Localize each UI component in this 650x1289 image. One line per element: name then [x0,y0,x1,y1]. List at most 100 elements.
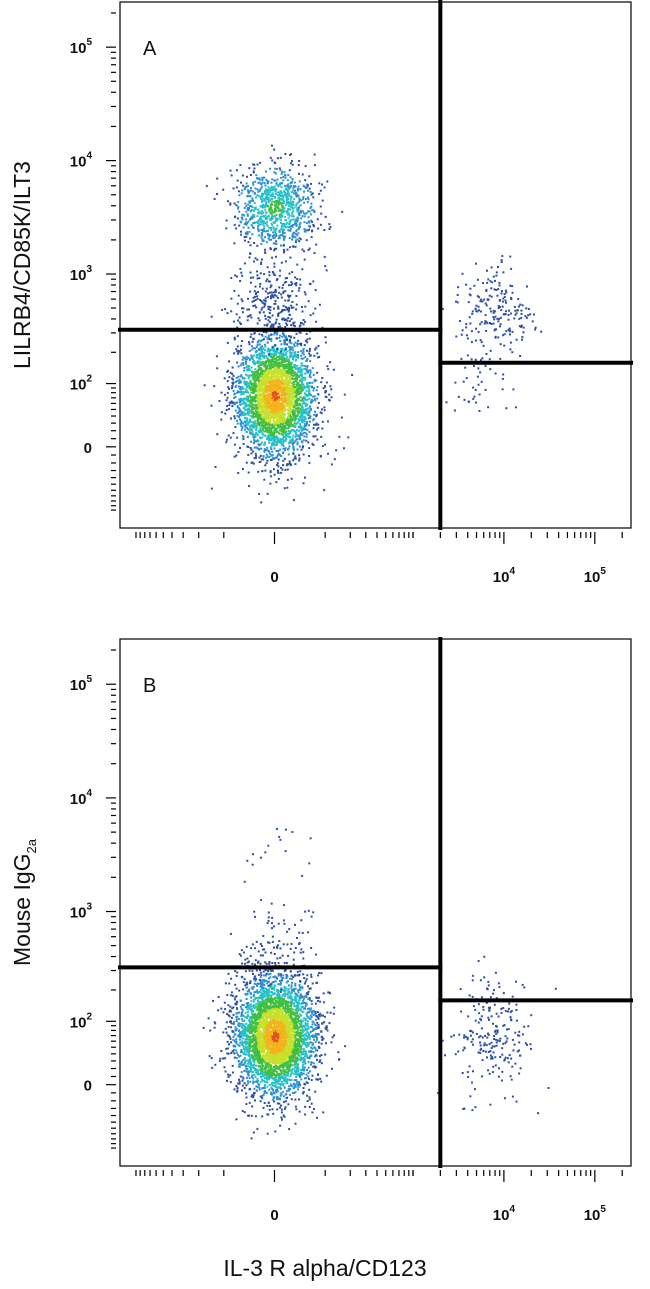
event-dot [277,385,280,388]
event-dot [260,421,263,424]
event-dot [309,190,312,193]
event-dot [240,393,243,396]
event-dot [245,366,248,369]
event-dot [280,225,283,228]
event-dot [246,175,248,178]
event-dot [276,424,279,427]
event-dot [285,187,288,190]
event-dot [493,318,496,321]
event-dot [263,198,266,201]
event-dot [297,357,300,359]
event-dot [257,403,260,406]
event-dot [282,200,285,203]
event-dot [275,183,278,186]
event-dot [303,185,306,188]
event-dot [328,223,331,226]
event-dot [293,198,296,201]
event-dot [277,409,280,412]
event-dot [325,396,328,398]
event-dot [241,427,244,429]
event-dot [290,416,293,419]
event-dot [251,383,254,386]
event-dot [301,382,304,385]
event-dot [293,181,296,184]
event-dot [280,444,283,447]
event-dot [252,260,255,263]
event-dot [237,351,240,354]
event-dot [273,367,276,370]
event-dot [237,217,239,220]
event-dot [264,419,267,422]
event-dot [261,199,264,202]
event-dot [270,412,273,415]
event-dot [265,230,268,233]
event-dot [240,271,243,274]
event-dot [282,371,285,374]
event-dot [319,454,322,457]
y-tick-label-base: 0 [84,440,92,457]
event-dot [303,221,306,224]
event-dot [292,215,295,218]
event-dot [266,195,269,198]
event-dot [284,393,287,396]
event-dot [278,291,281,294]
event-dot [302,410,305,413]
event-dot [274,302,277,305]
event-dot [260,419,263,422]
event-dot [293,321,296,324]
event-dot [278,378,280,381]
event-dot [293,418,296,421]
y-tick-label-exponent: 4 [86,151,92,162]
event-dot [243,380,246,383]
event-dot [343,393,346,396]
event-dot [505,291,508,294]
event-dot [503,333,506,336]
event-dot [258,357,261,360]
event-dot [318,182,321,185]
event-dot [303,215,306,218]
event-dot [285,393,288,396]
event-dot [286,389,289,391]
event-dot [252,354,255,357]
event-dot [294,435,297,438]
event-dot [274,399,277,402]
event-dot [283,408,286,411]
event-dot [300,371,303,374]
event-dot [294,418,297,420]
event-dot [257,376,260,379]
event-dot [227,434,230,437]
event-dot [271,144,273,147]
event-dot [271,409,274,412]
event-dot [257,390,260,393]
event-dot [253,361,256,364]
event-dot [282,452,284,455]
event-dot [301,248,304,251]
event-dot [302,350,305,353]
event-dot [269,376,272,379]
event-dot [252,371,255,374]
event-dot [294,416,297,418]
event-dot [290,374,293,377]
event-dot [266,324,268,327]
event-dot [287,183,290,186]
event-dot [293,192,295,195]
event-dot [300,425,303,428]
event-dot [238,414,241,416]
event-dot [273,265,276,268]
event-dot [270,185,273,188]
event-dot [245,205,248,208]
event-dot [261,354,264,357]
event-dot [238,321,241,324]
event-dot [293,232,296,234]
event-dot [285,399,288,402]
event-dot [287,413,290,416]
event-dot [494,372,497,375]
event-dot [273,333,276,336]
event-dot [485,290,488,292]
event-dot [258,234,261,237]
event-dot [299,222,302,224]
event-dot [518,305,520,308]
event-dot [263,389,266,392]
event-dot [309,354,312,357]
event-dot [256,244,259,247]
